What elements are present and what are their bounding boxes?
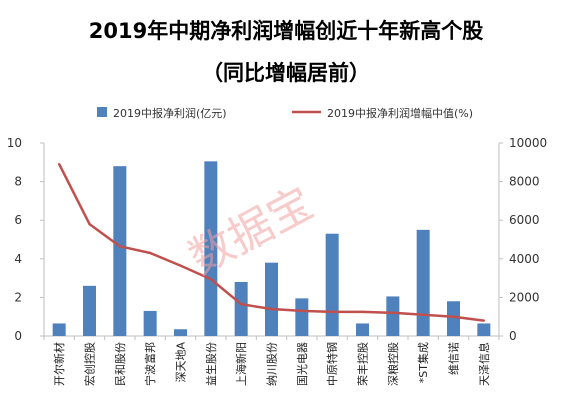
bar (52, 323, 66, 336)
legend: 2019中报净利润(亿元) 2019中报净利润增幅中值(%) (97, 106, 473, 120)
category-label: 开尔新材 (52, 342, 66, 386)
plot-area: 0 2 4 6 8 10 0 2000 4000 6000 8000 10000 开尔新材 宏创控股 民和股… (7, 136, 547, 386)
bar (325, 233, 339, 336)
bar (416, 229, 430, 336)
bar (477, 323, 491, 336)
y-right-tick-label: 0 (509, 329, 517, 343)
y-right-tick-label: 2000 (509, 290, 540, 304)
bar (174, 329, 187, 336)
line-point (482, 319, 486, 322)
line-point (330, 310, 334, 314)
chart-title: 2019年中期净利润增幅创近十年新高个股 (89, 19, 483, 43)
legend-line-label: 2019中报净利润增幅中值(%) (327, 106, 473, 120)
bar (386, 296, 400, 336)
line-point (179, 264, 182, 267)
legend-bar-label: 2019中报净利润(亿元) (113, 106, 227, 120)
category-label: 民和股份 (114, 342, 127, 386)
chart-subtitle: （同比增幅居前） (202, 61, 370, 85)
bar (234, 281, 248, 336)
category-label: 深天地A (175, 342, 188, 383)
bar (356, 323, 369, 336)
category-label: 中原特钢 (325, 342, 339, 386)
category-label: 宁波富邦 (143, 342, 157, 386)
bar (265, 262, 278, 336)
category-label: 维信诺 (448, 342, 461, 375)
line-point (148, 251, 152, 255)
y-right-tick-label: 8000 (509, 175, 540, 189)
bar (83, 285, 96, 336)
category-label: 深粮控股 (386, 342, 400, 386)
y-left-tick-label: 10 (7, 136, 22, 150)
line-point (300, 309, 304, 313)
category-label: 上海新阳 (234, 342, 248, 386)
bar (447, 301, 460, 336)
line-point (452, 315, 455, 318)
line-point (361, 310, 364, 314)
category-label: 益生股份 (204, 342, 218, 386)
legend-bar-swatch (97, 107, 107, 117)
y-left-tick-label: 4 (14, 252, 22, 266)
category-label: *ST集成 (416, 342, 430, 383)
bar (204, 161, 218, 336)
line-point (118, 245, 122, 248)
y-right-tick-label: 10000 (509, 136, 547, 150)
category-label: 天泽信息 (477, 342, 491, 386)
line-point (209, 277, 213, 281)
category-label: 纳川股份 (266, 342, 279, 386)
y-left-tick-label: 6 (14, 213, 22, 227)
y-left-tick-label: 0 (14, 329, 22, 343)
line-point (391, 311, 395, 315)
y-right-tick-label: 6000 (509, 213, 540, 227)
line-point (421, 313, 425, 316)
line-point (270, 307, 273, 311)
watermark: 数据宝 (181, 178, 321, 285)
line-point (57, 163, 61, 166)
bar (295, 298, 309, 336)
category-label: 宏创控股 (83, 342, 97, 386)
y-right-tick-label: 4000 (509, 252, 540, 266)
y-left-tick-label: 2 (14, 290, 22, 304)
y-left-tick-label: 8 (14, 175, 22, 189)
line-point (239, 302, 243, 306)
bar (143, 310, 157, 336)
category-label: 荣丰控股 (356, 342, 370, 386)
category-label: 国光电器 (295, 342, 309, 386)
bar (113, 166, 127, 336)
line-point (88, 222, 91, 226)
